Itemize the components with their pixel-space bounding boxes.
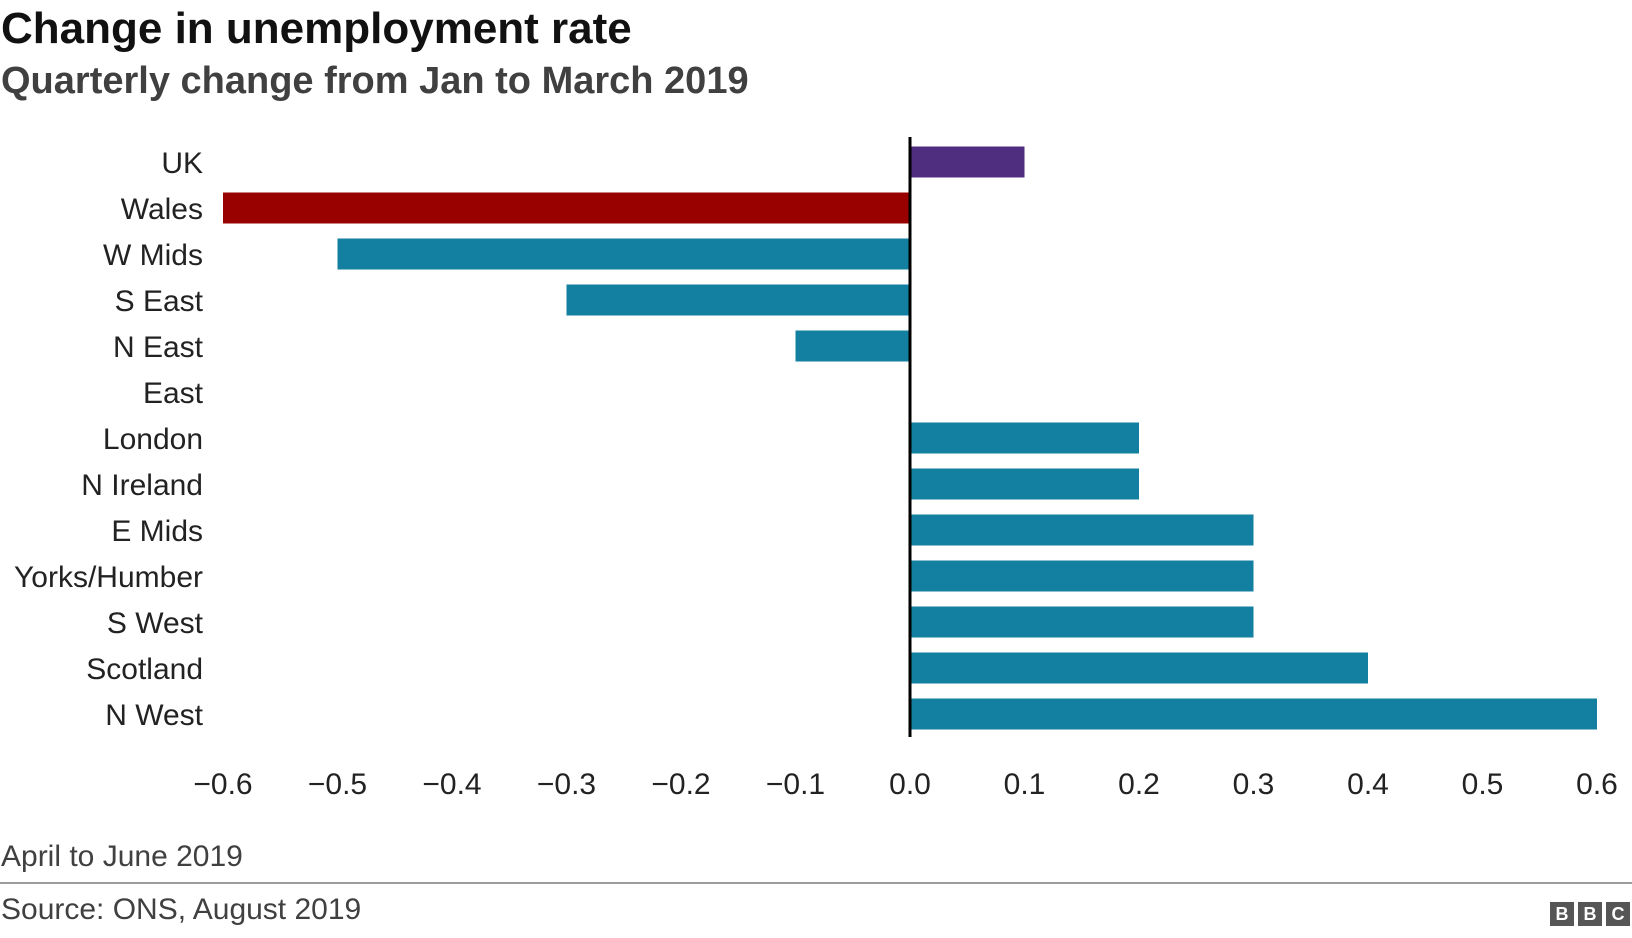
- category-label-wales: Wales: [121, 193, 203, 226]
- x-tick-label: 0.5: [1462, 768, 1504, 801]
- x-tick-label: 0.1: [1004, 768, 1046, 801]
- bars-layer: [223, 146, 1597, 730]
- x-tick-label: 0.2: [1118, 768, 1160, 801]
- category-label-w-mids: W Mids: [103, 239, 203, 272]
- bar-w-mids: [337, 238, 910, 270]
- category-labels: UK Wales W Mids S East N East East London N Ire…: [14, 147, 204, 732]
- category-label-e-mids: E Mids: [111, 515, 203, 548]
- category-label-london: London: [103, 423, 203, 456]
- category-label-scotland: Scotland: [86, 653, 203, 686]
- x-tick-label: 0.4: [1347, 768, 1389, 801]
- bar-n-west: [910, 698, 1597, 730]
- bar-n-ireland: [910, 468, 1139, 500]
- x-tick-label: −0.3: [537, 768, 596, 801]
- period-note: April to June 2019: [1, 840, 243, 873]
- x-axis-ticks: −0.6 −0.5 −0.4 −0.3 −0.2 −0.1 0.0 0.1 0.2 0.3 0.4 0…: [193, 768, 1617, 801]
- bar-n-east: [795, 330, 910, 362]
- bar-london: [910, 422, 1139, 454]
- x-tick-label: −0.6: [193, 768, 252, 801]
- category-label-yorks-humber: Yorks/Humber: [14, 561, 203, 594]
- chart-title: Change in unemployment rate: [1, 4, 632, 53]
- category-label-n-ireland: N Ireland: [81, 469, 203, 502]
- category-label-s-east: S East: [115, 285, 204, 318]
- bar-uk: [910, 146, 1025, 178]
- bar-e-mids: [910, 514, 1254, 546]
- x-tick-label: −0.5: [308, 768, 367, 801]
- bar-wales: [223, 192, 910, 224]
- footer-divider: [0, 882, 1632, 884]
- x-tick-label: −0.4: [422, 768, 481, 801]
- logo-letter-c: C: [1606, 902, 1630, 926]
- category-label-n-east: N East: [113, 331, 204, 364]
- category-label-uk: UK: [161, 147, 203, 180]
- category-label-n-west: N West: [105, 699, 203, 732]
- bar-scotland: [910, 652, 1368, 684]
- logo-letter-b2: B: [1578, 902, 1602, 926]
- x-tick-label: 0.0: [889, 768, 931, 801]
- x-tick-label: 0.3: [1233, 768, 1275, 801]
- category-label-s-west: S West: [107, 607, 204, 640]
- bbc-logo: B B C: [1550, 902, 1630, 926]
- source-text: Source: ONS, August 2019: [1, 893, 362, 926]
- logo-letter-b1: B: [1550, 902, 1574, 926]
- bar-chart: UK Wales W Mids S East N East East London N Ire…: [14, 137, 1618, 801]
- x-tick-label: −0.1: [766, 768, 825, 801]
- bar-s-west: [910, 606, 1254, 638]
- category-label-east: East: [143, 377, 204, 410]
- bar-yorks-humber: [910, 560, 1254, 592]
- x-tick-label: −0.2: [651, 768, 710, 801]
- bar-s-east: [566, 284, 910, 316]
- chart-subtitle: Quarterly change from Jan to March 2019: [1, 60, 749, 102]
- x-tick-label: 0.6: [1576, 768, 1618, 801]
